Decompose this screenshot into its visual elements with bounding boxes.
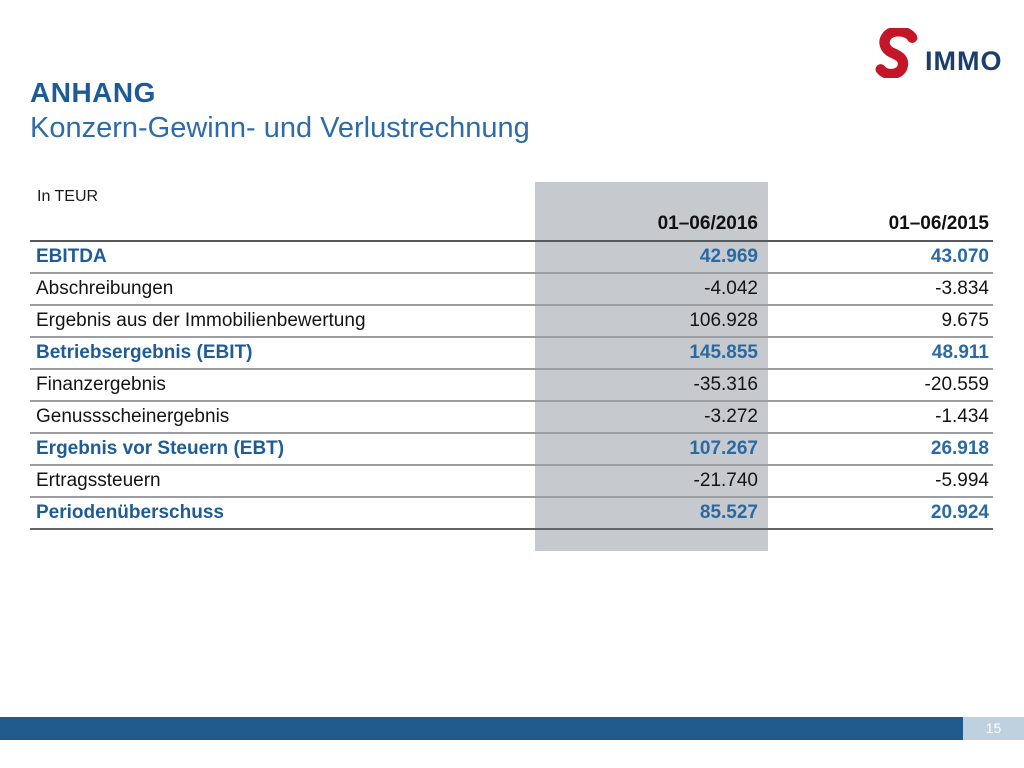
row-label-cell: Genussscheinergebnis: [36, 406, 230, 427]
income-statement-table: 01–06/2016 01–06/2015 EBITDA 42.969 43.0…: [30, 182, 993, 551]
value-2016-cell: 107.267: [689, 438, 758, 459]
column-header-2015: 01–06/2015: [888, 213, 989, 234]
footer-bar: [0, 717, 963, 740]
column-header-2016: 01–06/2016: [657, 213, 758, 234]
value-2015-cell: -3.834: [935, 278, 989, 299]
value-2016-cell: 145.855: [689, 342, 758, 363]
value-2015-cell: 26.918: [930, 438, 989, 459]
value-2016-cell: 106.928: [689, 310, 758, 331]
value-2015-cell: -5.994: [935, 470, 989, 491]
row-label-cell: EBITDA: [36, 246, 107, 267]
value-2016-cell: -21.740: [693, 470, 758, 491]
value-2015-cell: 9.675: [941, 310, 989, 331]
value-2015-cell: 48.911: [931, 342, 989, 363]
table-row: Betriebsergebnis (EBIT) 145.855 48.911: [30, 338, 993, 370]
row-label-cell: Finanzergebnis: [36, 374, 166, 395]
row-label-cell: Abschreibungen: [36, 278, 174, 299]
value-2015-cell: -1.434: [935, 406, 989, 427]
table-row: Ergebnis aus der Immobilienbewertung 106…: [30, 306, 993, 338]
table-row: EBITDA 42.969 43.070: [30, 242, 993, 274]
row-label-cell: Ergebnis vor Steuern (EBT): [36, 438, 285, 459]
row-label-cell: Ertragssteuern: [36, 470, 161, 491]
page-title: ANHANG: [30, 77, 156, 108]
value-2015-cell: 20.924: [930, 502, 989, 523]
table-row: Abschreibungen -4.042 -3.834: [30, 274, 993, 306]
table-header-row: 01–06/2016 01–06/2015: [30, 182, 993, 242]
table-row: Ertragssteuern -21.740 -5.994: [30, 466, 993, 498]
highlight-column-background: [535, 182, 768, 551]
row-label-cell: Periodenüberschuss: [36, 502, 224, 523]
page-subtitle: Konzern-Gewinn- und Verlustrechnung: [30, 112, 530, 144]
value-2015-cell: -20.559: [924, 374, 989, 395]
table-row: Ergebnis vor Steuern (EBT) 107.267 26.91…: [30, 434, 993, 466]
page-number-badge: 15: [963, 717, 1024, 740]
row-label-cell: Betriebsergebnis (EBIT): [36, 342, 253, 363]
row-label-cell: Ergebnis aus der Immobilienbewertung: [36, 310, 366, 331]
value-2016-cell: -4.042: [704, 278, 758, 299]
value-2016-cell: 42.969: [699, 246, 758, 267]
table-row: Finanzergebnis -35.316 -20.559: [30, 370, 993, 402]
value-2016-cell: -3.272: [704, 406, 758, 427]
value-2015-cell: 43.070: [930, 246, 989, 267]
value-2016-cell: -35.316: [693, 374, 758, 395]
simmo-s-icon: [875, 28, 918, 78]
simmo-logo: IMMO: [874, 28, 1010, 78]
simmo-logo-text: IMMO: [925, 46, 1003, 76]
table-unit-label: In TEUR: [37, 188, 99, 205]
table-row: Genussscheinergebnis -3.272 -1.434: [30, 402, 993, 434]
table-row: Periodenüberschuss 85.527 20.924: [30, 498, 993, 530]
value-2016-cell: 85.527: [699, 502, 758, 523]
